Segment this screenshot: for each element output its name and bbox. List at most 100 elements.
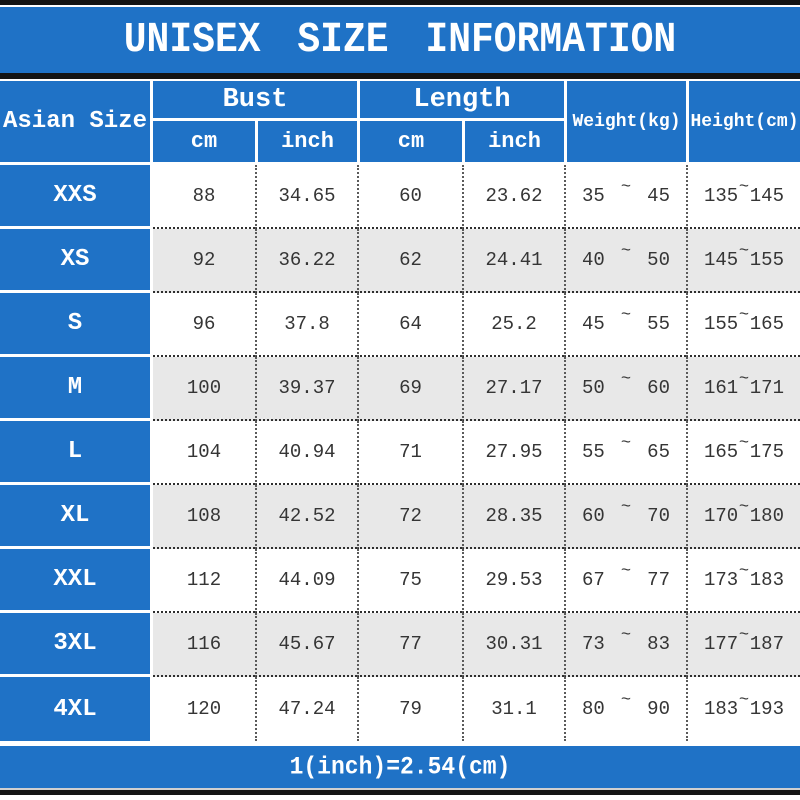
height-min-value: 155 bbox=[704, 313, 739, 335]
weight-min-value: 50 bbox=[582, 377, 605, 399]
bust-inch-cell: 39.37 bbox=[255, 357, 357, 421]
divider bbox=[0, 741, 800, 746]
bust-inch-cell: 45.67 bbox=[255, 613, 357, 677]
bottom-border-bar bbox=[0, 788, 800, 795]
height-max-value: 155 bbox=[749, 249, 784, 271]
length-cm-cell: 79 bbox=[357, 677, 462, 741]
table-row: XXS 88 34.65 60 23.62 35 ~ 45 135 ~ 145 bbox=[0, 165, 800, 229]
length-inch-cell: 29.53 bbox=[462, 549, 564, 613]
length-inch-cell: 31.1 bbox=[462, 677, 564, 741]
bust-cm-cell: 96 bbox=[153, 293, 255, 357]
height-min-value: 183 bbox=[704, 698, 739, 720]
weight-min-value: 40 bbox=[582, 249, 605, 271]
table-row: 4XL 120 47.24 79 31.1 80 ~ 90 183 ~ 193 bbox=[0, 677, 800, 741]
bust-cm-cell: 112 bbox=[153, 549, 255, 613]
height-range-cell: 145 ~ 155 bbox=[686, 229, 800, 293]
height-min-value: 135 bbox=[704, 185, 739, 207]
bust-cm-cell: 88 bbox=[153, 165, 255, 229]
weight-min-value: 55 bbox=[582, 441, 605, 463]
height-max-value: 175 bbox=[749, 441, 784, 463]
tilde-icon: ~ bbox=[620, 305, 632, 325]
tilde-icon: ~ bbox=[620, 433, 632, 453]
bust-cm-cell: 104 bbox=[153, 421, 255, 485]
tilde-icon: ~ bbox=[738, 177, 750, 197]
length-inch-cell: 28.35 bbox=[462, 485, 564, 549]
conversion-note: 1(inch)=2.54(cm) bbox=[289, 752, 511, 782]
table-header: Asian Size Bust Length Weight(kg) Height… bbox=[0, 81, 800, 165]
weight-min-value: 73 bbox=[582, 633, 605, 655]
weight-range-cell: 60 ~ 70 bbox=[564, 485, 686, 549]
length-cm-cell: 64 bbox=[357, 293, 462, 357]
size-cell: M bbox=[0, 357, 153, 421]
weight-range-cell: 50 ~ 60 bbox=[564, 357, 686, 421]
height-range-cell: 170 ~ 180 bbox=[686, 485, 800, 549]
height-range-cell: 165 ~ 175 bbox=[686, 421, 800, 485]
footer-banner: 1(inch)=2.54(cm) bbox=[0, 746, 800, 788]
tilde-icon: ~ bbox=[620, 625, 632, 645]
weight-max-value: 45 bbox=[647, 185, 670, 207]
header-asian-size: Asian Size bbox=[0, 81, 153, 162]
weight-range-cell: 73 ~ 83 bbox=[564, 613, 686, 677]
bust-inch-cell: 34.65 bbox=[255, 165, 357, 229]
height-range-cell: 177 ~ 187 bbox=[686, 613, 800, 677]
weight-min-value: 45 bbox=[582, 313, 605, 335]
length-inch-cell: 27.95 bbox=[462, 421, 564, 485]
weight-max-value: 90 bbox=[647, 698, 670, 720]
tilde-icon: ~ bbox=[620, 497, 632, 517]
height-range-cell: 173 ~ 183 bbox=[686, 549, 800, 613]
length-cm-cell: 69 bbox=[357, 357, 462, 421]
length-cm-cell: 62 bbox=[357, 229, 462, 293]
weight-range-cell: 35 ~ 45 bbox=[564, 165, 686, 229]
length-inch-cell: 25.2 bbox=[462, 293, 564, 357]
title-divider-bar bbox=[0, 73, 800, 79]
weight-min-value: 80 bbox=[582, 698, 605, 720]
bust-inch-cell: 42.52 bbox=[255, 485, 357, 549]
header-length-inch: inch bbox=[462, 121, 564, 162]
table-row: S 96 37.8 64 25.2 45 ~ 55 155 ~ 165 bbox=[0, 293, 800, 357]
weight-range-cell: 55 ~ 65 bbox=[564, 421, 686, 485]
height-min-value: 145 bbox=[704, 249, 739, 271]
size-cell: 3XL bbox=[0, 613, 153, 677]
weight-min-value: 60 bbox=[582, 505, 605, 527]
header-weight: Weight(kg) bbox=[564, 81, 686, 162]
size-cell: XS bbox=[0, 229, 153, 293]
bust-inch-cell: 47.24 bbox=[255, 677, 357, 741]
tilde-icon: ~ bbox=[620, 369, 632, 389]
weight-max-value: 70 bbox=[647, 505, 670, 527]
bust-cm-cell: 108 bbox=[153, 485, 255, 549]
height-range-cell: 155 ~ 165 bbox=[686, 293, 800, 357]
header-height: Height(cm) bbox=[686, 81, 800, 162]
height-min-value: 173 bbox=[704, 569, 739, 591]
header-bust-inch: inch bbox=[255, 121, 357, 162]
top-border-bar bbox=[0, 0, 800, 5]
height-max-value: 183 bbox=[749, 569, 784, 591]
length-inch-cell: 27.17 bbox=[462, 357, 564, 421]
length-cm-cell: 71 bbox=[357, 421, 462, 485]
tilde-icon: ~ bbox=[738, 561, 750, 581]
height-range-cell: 183 ~ 193 bbox=[686, 677, 800, 741]
weight-max-value: 77 bbox=[647, 569, 670, 591]
height-max-value: 180 bbox=[749, 505, 784, 527]
header-bust-cm: cm bbox=[190, 129, 218, 154]
bust-inch-cell: 40.94 bbox=[255, 421, 357, 485]
tilde-icon: ~ bbox=[738, 433, 750, 453]
divider bbox=[0, 79, 800, 81]
height-min-value: 161 bbox=[704, 377, 739, 399]
tilde-icon: ~ bbox=[738, 497, 750, 517]
weight-min-value: 35 bbox=[582, 185, 605, 207]
bust-inch-cell: 36.22 bbox=[255, 229, 357, 293]
size-cell: 4XL bbox=[0, 677, 153, 741]
weight-range-cell: 45 ~ 55 bbox=[564, 293, 686, 357]
header-length-cm: cm bbox=[357, 121, 462, 162]
header-length: Length bbox=[357, 81, 564, 121]
bust-cm-cell: 92 bbox=[153, 229, 255, 293]
table-body: XXS 88 34.65 60 23.62 35 ~ 45 135 ~ 145 … bbox=[0, 165, 800, 741]
title-banner: UNISEX SIZE INFORMATION bbox=[0, 7, 800, 73]
table-row: M 100 39.37 69 27.17 50 ~ 60 161 ~ 171 bbox=[0, 357, 800, 421]
header-bust: Bust bbox=[153, 81, 357, 121]
length-inch-cell: 23.62 bbox=[462, 165, 564, 229]
divider bbox=[0, 5, 800, 7]
tilde-icon: ~ bbox=[738, 369, 750, 389]
weight-max-value: 55 bbox=[647, 313, 670, 335]
